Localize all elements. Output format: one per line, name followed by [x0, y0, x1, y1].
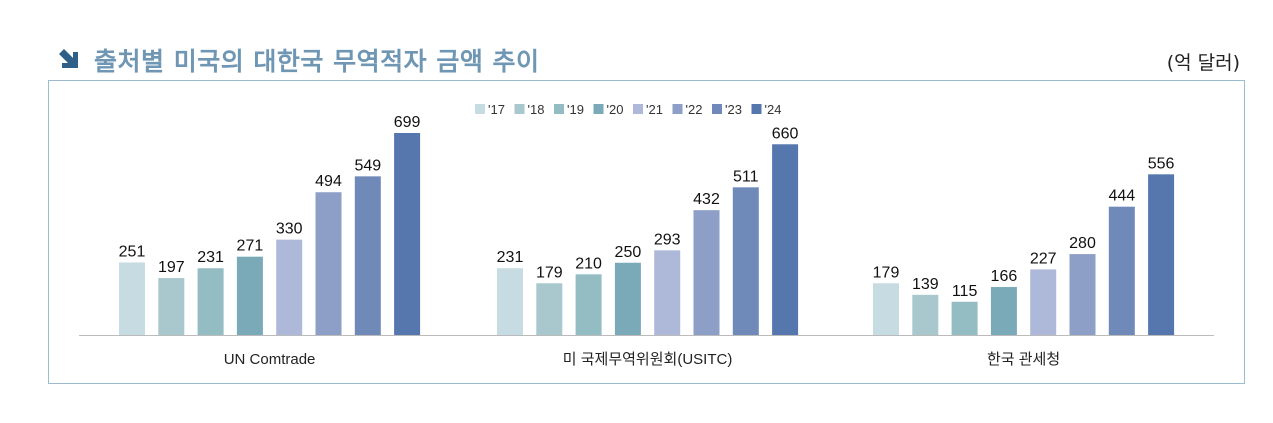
bar-2-7	[1148, 174, 1175, 335]
legend-label-4: '21	[646, 102, 663, 117]
bar-0-7	[394, 133, 421, 335]
data-label-2-4: 227	[1030, 250, 1057, 267]
bar-1-0	[497, 268, 523, 335]
bar-chart: '17 '18 '19 '20 '21 '22 '23 '24 251 197 231 271 330 4…	[79, 102, 1214, 368]
data-label-1-7: 660	[772, 125, 799, 142]
bar-2-5	[1069, 254, 1096, 335]
bar-1-6	[732, 187, 759, 335]
bar-1-4	[654, 250, 681, 335]
data-label-2-7: 556	[1148, 155, 1175, 172]
bar-0-3	[236, 256, 263, 335]
data-label-1-0: 231	[497, 249, 524, 266]
data-label-0-6: 549	[354, 157, 381, 174]
bar-1-5	[693, 210, 720, 335]
data-label-0-1: 197	[158, 259, 185, 276]
bar-0-5	[315, 192, 342, 335]
legend-swatch-7	[751, 104, 762, 114]
data-label-0-3: 271	[237, 238, 264, 255]
legend-swatch-0	[475, 104, 485, 114]
bar-1-2	[575, 274, 602, 335]
category-label-1: 미 국제무역위원회(USITC)	[563, 351, 733, 368]
data-label-0-4: 330	[276, 221, 303, 238]
data-label-2-5: 280	[1069, 235, 1096, 252]
legend-swatch-5	[672, 104, 683, 114]
arrow-down-right-icon	[59, 49, 78, 68]
data-label-1-2: 210	[575, 255, 602, 272]
legend-swatch-4	[633, 104, 643, 114]
bar-1-3	[614, 262, 641, 335]
bar-2-0	[873, 283, 899, 335]
legend-swatch-3	[593, 104, 604, 114]
chart-frame: '17 '18 '19 '20 '21 '22 '23 '24 251 197 231 271 330 4…	[48, 80, 1245, 384]
bar-2-1	[912, 294, 939, 335]
bar-2-4	[1030, 269, 1057, 335]
data-label-1-4: 293	[654, 231, 681, 248]
data-label-1-1: 179	[536, 264, 563, 281]
bar-1-7	[772, 144, 799, 335]
data-label-1-6: 511	[733, 168, 759, 185]
bar-0-1	[158, 278, 185, 335]
data-label-2-3: 166	[991, 268, 1018, 285]
legend-swatch-1	[514, 104, 525, 114]
data-label-0-7: 699	[394, 114, 421, 131]
legend-swatch-2	[554, 104, 564, 114]
data-label-2-2: 115	[952, 283, 978, 300]
data-label-0-5: 494	[315, 173, 342, 190]
legend-label-2: '19	[567, 102, 584, 117]
data-label-0-2: 231	[197, 249, 224, 266]
legend-label-0: '17	[488, 102, 505, 117]
bar-0-6	[354, 176, 381, 335]
data-label-1-3: 250	[615, 244, 642, 261]
category-label-0: UN Comtrade	[224, 351, 316, 368]
bar-0-4	[276, 239, 303, 335]
data-label-2-1: 139	[912, 276, 939, 293]
bar-2-3	[990, 287, 1017, 335]
bar-2-2	[951, 301, 978, 335]
legend-label-1: '18	[528, 102, 545, 117]
legend-label-7: '24	[765, 102, 782, 117]
data-label-0-0: 251	[119, 243, 146, 260]
data-label-2-6: 444	[1108, 188, 1135, 205]
data-label-1-5: 432	[693, 191, 720, 208]
legend-label-3: '20	[607, 102, 624, 117]
legend-label-5: '22	[686, 102, 703, 117]
data-label-2-0: 179	[873, 264, 900, 281]
header: 출처별 미국의 대한국 무역적자 금액 추이 (억 달러)	[56, 40, 1246, 80]
unit-label: (억 달러)	[1166, 52, 1240, 74]
legend-swatch-6	[712, 104, 722, 114]
bar-2-6	[1108, 206, 1135, 335]
bar-1-1	[536, 283, 563, 335]
bar-0-0	[119, 262, 145, 335]
category-label-2: 한국 관세청	[987, 351, 1060, 368]
bar-0-2	[197, 268, 224, 335]
chart-title: 출처별 미국의 대한국 무역적자 금액 추이	[94, 47, 540, 76]
legend-label-6: '23	[725, 102, 742, 117]
